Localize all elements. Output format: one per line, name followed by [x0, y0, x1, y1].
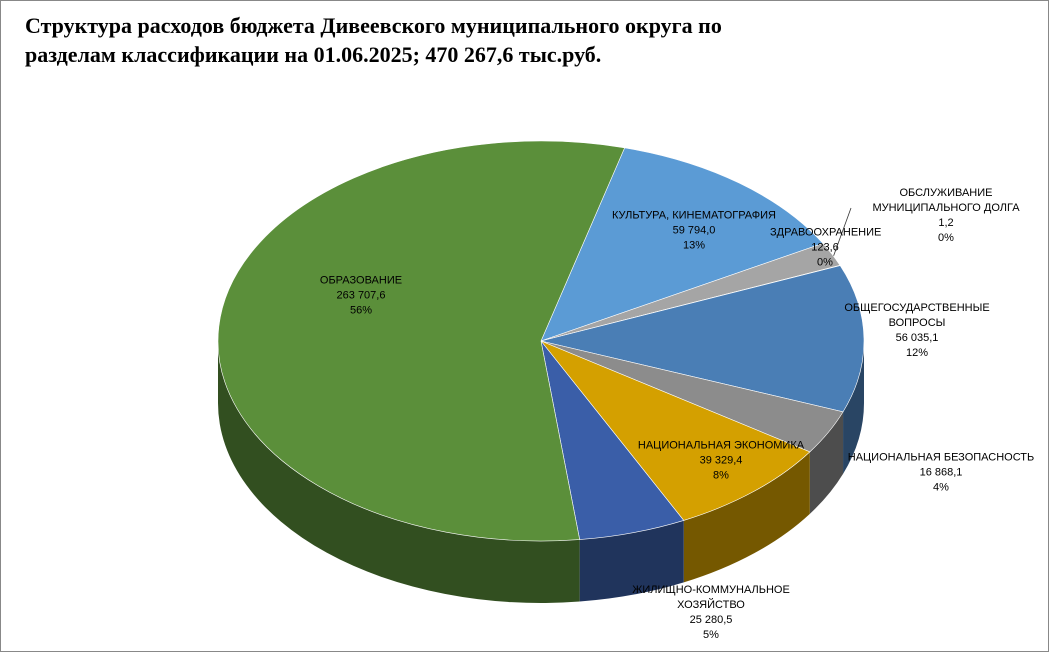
label-percent: 0%	[817, 256, 833, 269]
label-value: 59 794,0	[672, 224, 716, 237]
slice-side	[843, 341, 864, 474]
chart-title: Структура расходов бюджета Дивеевского м…	[25, 13, 722, 67]
label-name: НАЦИОНАЛЬНАЯ ЭКОНОМИКА	[637, 439, 805, 452]
data-label: НАЦИОНАЛЬНАЯ БЕЗОПАСНОСТЬ 16 868,1 4%	[841, 451, 1041, 496]
slice-side	[809, 411, 844, 514]
label-value: 25 280,5	[689, 614, 733, 626]
slice-side	[683, 451, 810, 583]
data-label: ЖИЛИЩНО-КОММУНАЛЬНОЕ ХОЗЯЙСТВО 25 280,5 5%	[621, 583, 801, 643]
label-name: НАЦИОНАЛЬНАЯ БЕЗОПАСНОСТЬ	[847, 451, 1035, 464]
data-label: ОБЩЕГОСУДАРСТВЕННЫЕ ВОПРОСЫ 56 035,1 12%	[837, 301, 997, 361]
label-value: 1,2	[938, 217, 954, 229]
label-value: 123,6	[811, 241, 839, 254]
data-label: НАЦИОНАЛЬНАЯ ЭКОНОМИКА 39 329,4 8%	[626, 439, 816, 484]
label-name: ОБЩЕГОСУДАРСТВЕННЫЕ ВОПРОСЫ	[844, 302, 990, 329]
label-name: ОБСЛУЖИВАНИЕ МУНИЦИПАЛЬНОГО ДОЛГА	[872, 187, 1020, 214]
data-label: ОБСЛУЖИВАНИЕ МУНИЦИПАЛЬНОГО ДОЛГА 1,2 0%	[861, 186, 1031, 246]
label-value: 263 707,6	[336, 289, 386, 302]
label-value: 16 868,1	[919, 466, 963, 479]
label-name: КУЛЬТУРА, КИНЕМАТОГРАФИЯ	[611, 209, 776, 222]
label-percent: 56%	[349, 304, 373, 317]
label-percent: 5%	[703, 629, 719, 641]
slice	[217, 140, 626, 542]
slice-side	[579, 520, 684, 602]
label-percent: 12%	[905, 347, 929, 359]
label-percent: 4%	[933, 481, 949, 494]
label-value: 56 035,1	[895, 332, 939, 344]
slice	[540, 265, 865, 413]
data-label: КУЛЬТУРА, КИНЕМАТОГРАФИЯ 59 794,0 13%	[604, 209, 784, 254]
label-percent: 0%	[938, 232, 954, 244]
label-name: ЗДРАВООХРАНЕНИЕ	[770, 226, 882, 239]
label-value: 39 329,4	[699, 454, 743, 467]
label-percent: 13%	[682, 239, 706, 252]
label-percent: 8%	[713, 469, 729, 482]
slice-side	[217, 341, 580, 604]
leader-line	[830, 207, 852, 264]
slice	[540, 147, 824, 342]
slice	[540, 340, 811, 521]
label-name: ОБРАЗОВАНИЕ	[319, 274, 403, 287]
label-name: ЖИЛИЩНО-КОММУНАЛЬНОЕ ХОЗЯЙСТВО	[632, 584, 790, 611]
data-label: ОБРАЗОВАНИЕ 263 707,6 56%	[291, 274, 431, 319]
data-label: ЗДРАВООХРАНЕНИЕ 123,6 0%	[770, 226, 882, 271]
